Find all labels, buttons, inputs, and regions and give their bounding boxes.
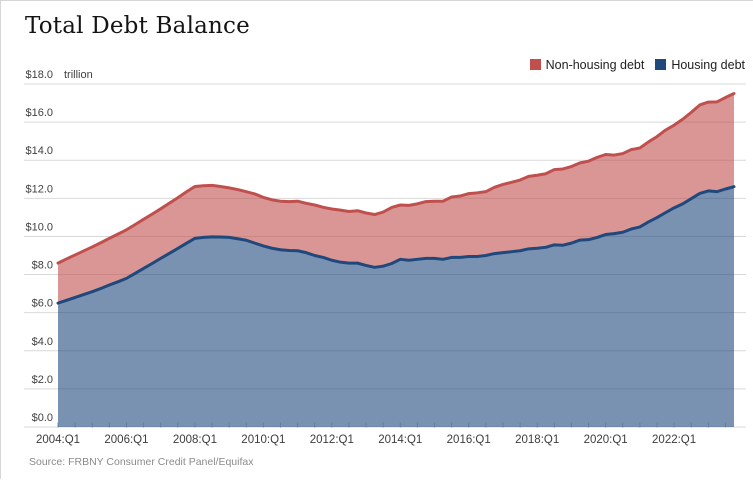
source-note: Source: FRBNY Consumer Credit Panel/Equi… xyxy=(29,456,254,468)
legend-label-housing: Housing debt xyxy=(671,57,745,72)
y-axis-label: $12.0 xyxy=(25,183,53,195)
y-axis-label: $16.0 xyxy=(25,107,53,119)
y-axis-label: $2.0 xyxy=(32,374,53,386)
total-debt-line xyxy=(56,92,736,265)
x-axis-label: 2016:Q1 xyxy=(447,434,491,446)
legend-swatch-non-housing-icon xyxy=(529,59,541,70)
x-axis-label: 2020:Q1 xyxy=(584,434,628,446)
x-axis-label: 2014:Q1 xyxy=(378,434,422,446)
y-axis-label: $4.0 xyxy=(32,336,53,348)
x-axis-label: 2006:Q1 xyxy=(104,434,148,446)
chart-legend: Non-housing debt Housing debt xyxy=(529,57,745,72)
x-axis-label: 2018:Q1 xyxy=(515,434,559,446)
y-axis-label: $10.0 xyxy=(25,221,53,233)
y-axis-label: $6.0 xyxy=(32,298,53,310)
y-axis-label: $14.0 xyxy=(25,145,53,157)
x-axis-label: 2004:Q1 xyxy=(36,434,80,446)
y-axis-label: $18.0 xyxy=(25,69,53,81)
legend-item-non-housing: Non-housing debt xyxy=(529,57,645,72)
x-axis-label: 2012:Q1 xyxy=(310,434,354,446)
legend-item-housing: Housing debt xyxy=(655,58,745,72)
x-axis-label: 2010:Q1 xyxy=(241,434,285,446)
chart-title: Total Debt Balance xyxy=(25,13,250,39)
legend-label-non-housing: Non-housing debt xyxy=(545,57,645,72)
x-axis-label: 2022:Q1 xyxy=(652,434,696,446)
housing-debt-line xyxy=(56,185,736,305)
housing-debt-area xyxy=(58,186,734,427)
legend-swatch-housing-icon xyxy=(655,59,667,70)
y-axis-label: $8.0 xyxy=(32,260,53,272)
y-axis-label: $0.0 xyxy=(32,412,53,424)
x-axis-label: 2008:Q1 xyxy=(173,434,217,446)
y-axis-unit-label: trillion xyxy=(64,69,93,81)
